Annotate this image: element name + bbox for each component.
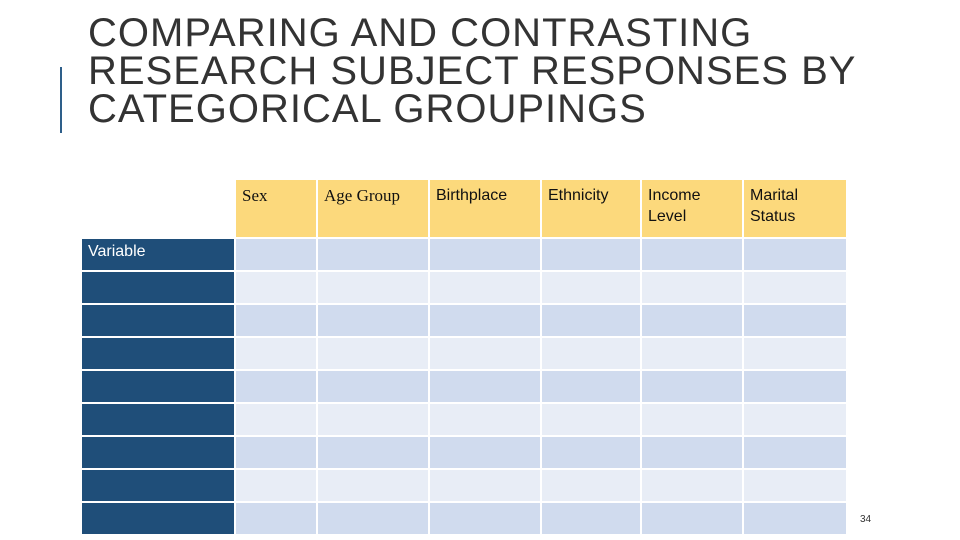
table-cell: [316, 237, 430, 272]
table-row: [80, 435, 848, 470]
table-cell: [540, 270, 642, 305]
table-corner-cell: [80, 178, 236, 239]
table-cell: [234, 303, 318, 338]
table-cell: [234, 237, 318, 272]
table-row: [80, 402, 848, 437]
table-row: [80, 369, 848, 404]
table-cell: [742, 336, 848, 371]
table-cell: [316, 369, 430, 404]
table-cell: [428, 501, 542, 536]
table-cell: [234, 402, 318, 437]
slide-title: COMPARING AND CONTRASTING RESEARCH SUBJE…: [88, 11, 856, 131]
column-header-income-level: Income Level: [640, 178, 744, 239]
table-cell: [428, 369, 542, 404]
table-cell: [316, 303, 430, 338]
table-cell: [234, 501, 318, 536]
table-row: [80, 501, 848, 536]
table-cell: [428, 303, 542, 338]
table-cell: [640, 501, 744, 536]
table-cell: [742, 435, 848, 470]
row-label-cell: [80, 435, 236, 470]
table-cell: [316, 501, 430, 536]
table-cell: [640, 468, 744, 503]
table-cell: [540, 435, 642, 470]
table-cell: [234, 435, 318, 470]
table-cell: [540, 303, 642, 338]
row-label-cell: [80, 303, 236, 338]
table-cell: [540, 468, 642, 503]
comparison-table: Sex Age Group Birthplace Ethnicity Incom…: [80, 178, 848, 536]
table-cell: [540, 369, 642, 404]
table-cell: [640, 402, 744, 437]
table-cell: [316, 468, 430, 503]
table-row: [80, 303, 848, 338]
table-cell: [428, 270, 542, 305]
table-cell: [428, 435, 542, 470]
table-cell: [540, 402, 642, 437]
row-label-cell: [80, 270, 236, 305]
table-cell: [640, 435, 744, 470]
row-label-cell: [80, 402, 236, 437]
table-cell: [540, 336, 642, 371]
title-accent-bar: [60, 67, 62, 133]
table-cell: [742, 369, 848, 404]
table-cell: [234, 468, 318, 503]
table-cell: [640, 369, 744, 404]
table-cell: [428, 237, 542, 272]
column-header-birthplace: Birthplace: [428, 178, 542, 239]
table-cell: [316, 402, 430, 437]
column-header-age-group: Age Group: [316, 178, 430, 239]
table-cell: [428, 336, 542, 371]
table-cell: [316, 270, 430, 305]
table-row: [80, 468, 848, 503]
row-label-cell: [80, 501, 236, 536]
column-header-marital-status: Marital Status: [742, 178, 848, 239]
table-cell: [742, 270, 848, 305]
table-cell: [234, 270, 318, 305]
table-cell: [428, 402, 542, 437]
table-cell: [742, 468, 848, 503]
table-cell: [540, 501, 642, 536]
table-cell: [234, 369, 318, 404]
table-cell: [540, 237, 642, 272]
column-header-ethnicity: Ethnicity: [540, 178, 642, 239]
row-label-cell: Variable: [80, 237, 236, 272]
table-cell: [640, 336, 744, 371]
table-header-row: Sex Age Group Birthplace Ethnicity Incom…: [80, 178, 848, 239]
table-cell: [742, 237, 848, 272]
table-cell: [742, 402, 848, 437]
table-cell: [428, 468, 542, 503]
table-cell: [640, 303, 744, 338]
table-cell: [316, 336, 430, 371]
row-label-cell: [80, 336, 236, 371]
row-label-cell: [80, 369, 236, 404]
page-number: 34: [860, 514, 872, 525]
row-label-cell: [80, 468, 236, 503]
table-row: [80, 336, 848, 371]
table-cell: [742, 501, 848, 536]
table-cell: [234, 336, 318, 371]
table-row: Variable: [80, 237, 848, 272]
table-cell: [316, 435, 430, 470]
table-cell: [640, 270, 744, 305]
table-row: [80, 270, 848, 305]
table-cell: [640, 237, 744, 272]
column-header-sex: Sex: [234, 178, 318, 239]
table-cell: [742, 303, 848, 338]
